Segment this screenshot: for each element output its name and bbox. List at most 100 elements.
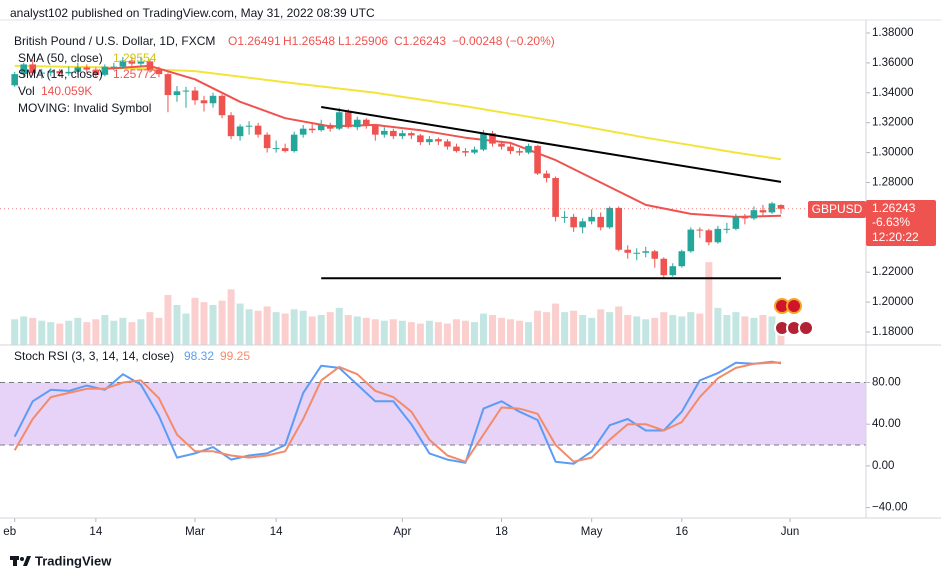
- candle-body: [29, 64, 37, 74]
- volume-bar: [597, 309, 605, 345]
- candle-body: [696, 229, 704, 231]
- volume-bar: [299, 310, 307, 345]
- logo-text: TradingView: [35, 553, 112, 568]
- candle-body: [83, 67, 91, 70]
- candle-body: [372, 125, 379, 135]
- volume-bar: [191, 297, 199, 345]
- stoch-d-value: 99.25: [220, 349, 250, 363]
- x-tick-label: 14: [270, 526, 283, 538]
- volume-bar: [723, 315, 731, 345]
- volume-bar: [236, 303, 244, 345]
- volume-bar: [741, 316, 749, 345]
- volume-bar: [218, 300, 226, 345]
- trend-line: [321, 106, 782, 183]
- volume-bar: [137, 319, 145, 345]
- volume-bar: [416, 323, 424, 345]
- sma50-name: SMA (50, close): [18, 51, 103, 65]
- volume-bar: [200, 302, 208, 345]
- volume-bar: [543, 312, 551, 345]
- candle-body: [426, 139, 433, 143]
- volume-bar: [705, 262, 713, 345]
- volume-bar: [570, 310, 578, 345]
- candle-body: [47, 71, 55, 73]
- candle-body: [353, 119, 361, 128]
- volume-bar: [714, 307, 722, 345]
- volume-bar: [669, 315, 677, 345]
- candle-body: [399, 133, 406, 137]
- candle-body: [335, 112, 343, 129]
- candle-body: [155, 69, 163, 75]
- candle-body: [741, 216, 749, 219]
- volume-bar: [173, 305, 181, 345]
- volume-value: 140.059K: [41, 84, 92, 98]
- volume-bar: [380, 320, 388, 345]
- price-tag-value: 1.26243: [872, 201, 916, 215]
- y-tick-label: 1.32000: [872, 117, 914, 129]
- candle-body: [768, 203, 776, 213]
- x-tick-label: 14: [89, 526, 102, 538]
- volume-bar: [561, 312, 569, 345]
- stoch-tick-label: 80.00: [872, 377, 901, 389]
- volume-bar: [362, 317, 370, 345]
- y-tick-label: 1.20000: [872, 296, 914, 308]
- candle-body: [444, 141, 451, 147]
- volume-bar: [507, 319, 515, 345]
- candle-body: [615, 207, 623, 250]
- candle-body: [732, 216, 740, 229]
- volume-bar: [119, 317, 127, 345]
- volume-bar: [110, 320, 118, 345]
- symbol-tag-text: GBPUSD: [812, 202, 863, 216]
- volume-bar: [74, 317, 82, 345]
- x-tick-label: Apr: [393, 526, 411, 538]
- candle-body: [236, 126, 244, 137]
- candle-body: [561, 216, 568, 218]
- low-label: L1.25906: [338, 34, 388, 48]
- volume-bar: [290, 309, 298, 345]
- candle-body: [435, 139, 442, 142]
- candle-body: [191, 90, 199, 101]
- candle-body: [516, 151, 523, 153]
- y-tick-label: 1.34000: [872, 87, 914, 99]
- volume-bar: [552, 303, 560, 345]
- stoch-k-value: 98.32: [184, 349, 214, 363]
- candle-body: [624, 249, 632, 253]
- candle-body: [344, 112, 352, 128]
- candle-body: [317, 124, 325, 131]
- volume-bar: [696, 313, 704, 345]
- candle-body: [65, 71, 73, 74]
- candle-body: [543, 173, 550, 179]
- sma14-name: SMA (14, close): [18, 67, 103, 81]
- sma14-value: 1.25772: [113, 67, 157, 81]
- volume-bar: [479, 313, 487, 345]
- sma-line: [104, 64, 782, 218]
- candle-body: [417, 135, 424, 143]
- candle-body: [534, 145, 541, 174]
- volume-bar: [272, 312, 280, 345]
- x-tick-label: 16: [675, 526, 688, 538]
- published-line: analyst102 published on TradingView.com,…: [10, 6, 375, 20]
- candle-body: [20, 64, 28, 75]
- y-tick-label: 1.38000: [872, 27, 914, 39]
- volume-bar: [263, 306, 271, 345]
- candle-body: [597, 216, 604, 228]
- candle-body: [281, 148, 289, 152]
- volume-bar: [606, 312, 614, 345]
- volume-bar: [452, 319, 460, 345]
- volume-bar: [56, 323, 64, 345]
- candle-body: [263, 134, 271, 149]
- candle-body: [308, 128, 316, 131]
- candle-body: [38, 72, 46, 74]
- candle-body: [669, 266, 677, 276]
- stoch-line: [13, 361, 782, 463]
- candle-body: [390, 130, 397, 137]
- candle-body: [651, 251, 659, 259]
- candle-body: [777, 205, 785, 209]
- y-tick-label: 1.30000: [872, 147, 914, 159]
- volume-name: Vol: [18, 84, 35, 98]
- candle-body: [173, 91, 181, 96]
- price-tag-countdown: 12:20:22: [872, 230, 919, 244]
- candle-body: [552, 178, 559, 217]
- candle-body: [525, 145, 532, 153]
- candle-body: [579, 221, 586, 228]
